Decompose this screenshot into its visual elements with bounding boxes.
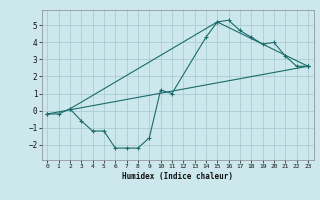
X-axis label: Humidex (Indice chaleur): Humidex (Indice chaleur): [122, 172, 233, 181]
